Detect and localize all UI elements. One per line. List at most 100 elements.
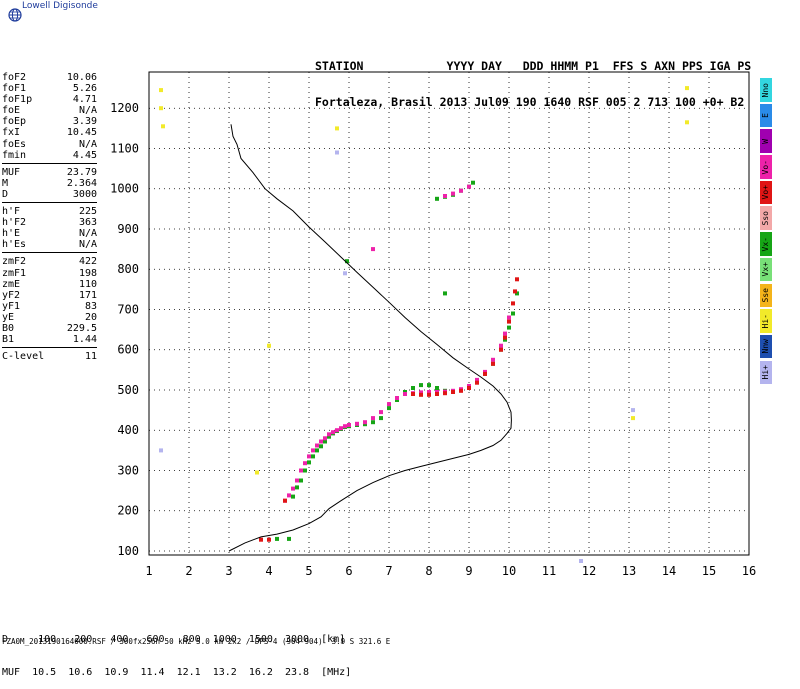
echo-point	[471, 180, 475, 185]
param-key: MUF	[2, 166, 21, 178]
param-row: foE N/A	[2, 105, 97, 116]
echo-point	[343, 271, 347, 276]
echo-point	[411, 386, 415, 390]
echo-point	[419, 383, 423, 388]
echo-point	[267, 537, 271, 542]
y-tick-label: 600	[117, 343, 139, 357]
echo-point	[323, 439, 327, 444]
y-tick-label: 1200	[110, 101, 139, 115]
echo-point	[159, 448, 163, 453]
x-tick-label: 5	[305, 564, 312, 578]
echo-point	[387, 402, 391, 407]
echo-point	[371, 420, 375, 425]
x-tick-label: 12	[582, 564, 596, 578]
echo-point	[331, 430, 335, 435]
x-tick-label: 13	[622, 564, 636, 578]
param-key: B1	[2, 334, 15, 346]
echo-point	[419, 392, 423, 397]
x-tick-label: 6	[345, 564, 352, 578]
param-value: 20	[84, 311, 97, 323]
param-key: fmin	[2, 149, 27, 161]
echo-point	[287, 536, 291, 541]
x-tick-label: 14	[662, 564, 676, 578]
param-row: foF2 10.06	[2, 72, 97, 83]
param-value: 1.44	[72, 334, 97, 346]
param-value: 229.5	[66, 322, 97, 334]
param-separator	[2, 347, 97, 349]
param-row: foF1 5.26	[2, 83, 97, 94]
y-tick-label: 1000	[110, 182, 139, 196]
legend-item: W	[760, 129, 772, 153]
param-key: foE	[2, 105, 21, 117]
param-value: 198	[78, 267, 97, 279]
x-tick-label: 9	[465, 564, 472, 578]
echo-point	[443, 391, 447, 396]
plot-frame	[148, 71, 750, 556]
header-values: Fortaleza, Brasil 2013 Jul09 190 1640 RS…	[315, 95, 745, 109]
x-tick-label: 16	[742, 564, 756, 578]
param-value: 110	[78, 278, 97, 290]
param-key: M	[2, 177, 9, 189]
echo-point	[327, 434, 331, 439]
param-key: zmE	[2, 278, 21, 290]
echo-point	[395, 396, 399, 400]
legend-label: W	[761, 138, 770, 144]
echo-point	[511, 311, 515, 316]
file-info-footer: FZA0M_2013190164000.RSF / 300fx256h 50 k…	[2, 637, 391, 646]
legend-label: Vx-	[761, 236, 770, 252]
legend-label: Nnw	[761, 339, 770, 354]
legend-item: Vo+	[760, 180, 772, 205]
param-row: foEs N/A	[2, 139, 97, 150]
legend-label: E	[761, 113, 770, 118]
param-separator	[2, 252, 97, 254]
param-value: 3000	[72, 188, 97, 200]
echo-point	[427, 383, 431, 388]
param-key: foF1	[2, 83, 27, 95]
param-row: fmin 4.45	[2, 150, 97, 161]
param-separator	[2, 202, 97, 204]
legend-label: Sse	[761, 288, 770, 303]
y-tick-label: 1100	[110, 141, 139, 155]
x-tick-label: 4	[265, 564, 272, 578]
echo-point	[459, 388, 463, 393]
echo-point	[299, 468, 303, 473]
legend-item: Nnw	[760, 334, 772, 359]
echo-point	[491, 361, 495, 366]
echo-point	[435, 392, 439, 396]
echo-point	[339, 426, 343, 431]
echo-point	[507, 315, 511, 320]
param-row: foEp 3.39	[2, 116, 97, 127]
header-labels: STATION YYYY DAY DDD HHMM P1 FFS S AXN P…	[315, 59, 752, 73]
echo-point	[275, 536, 279, 541]
echo-point	[475, 377, 479, 382]
x-tick-label: 1	[145, 564, 152, 578]
param-row: yF2 171	[2, 290, 97, 301]
echo-point	[283, 498, 287, 503]
param-row: h'E N/A	[2, 228, 97, 239]
legend-label: Nno	[761, 82, 770, 97]
echo-point	[511, 301, 515, 306]
param-row: B1 1.44	[2, 334, 97, 345]
echo-point	[443, 291, 447, 296]
x-tick-label: 7	[385, 564, 392, 578]
echo-point	[159, 106, 163, 111]
param-row: h'Es N/A	[2, 239, 97, 250]
legend-label: Vo-	[761, 159, 770, 175]
param-row: zmF2 422	[2, 256, 97, 267]
legend-item: Vx-	[760, 232, 772, 256]
param-row: fxI 10.45	[2, 127, 97, 138]
echo-point	[631, 408, 635, 413]
echo-point	[267, 343, 271, 348]
x-tick-label: 2	[185, 564, 192, 578]
param-key: h'Es	[2, 239, 27, 251]
echo-point	[303, 468, 307, 473]
x-tick-label: 3	[225, 564, 232, 578]
param-row: h'F2 363	[2, 217, 97, 228]
legend-label: Hi-	[761, 313, 770, 329]
legend-item: Vx+	[760, 257, 772, 282]
echo-point	[435, 386, 439, 390]
echo-point	[291, 486, 295, 491]
echo-point	[299, 478, 303, 483]
echo-point	[467, 386, 471, 390]
param-row: foF1p 4.71	[2, 94, 97, 105]
